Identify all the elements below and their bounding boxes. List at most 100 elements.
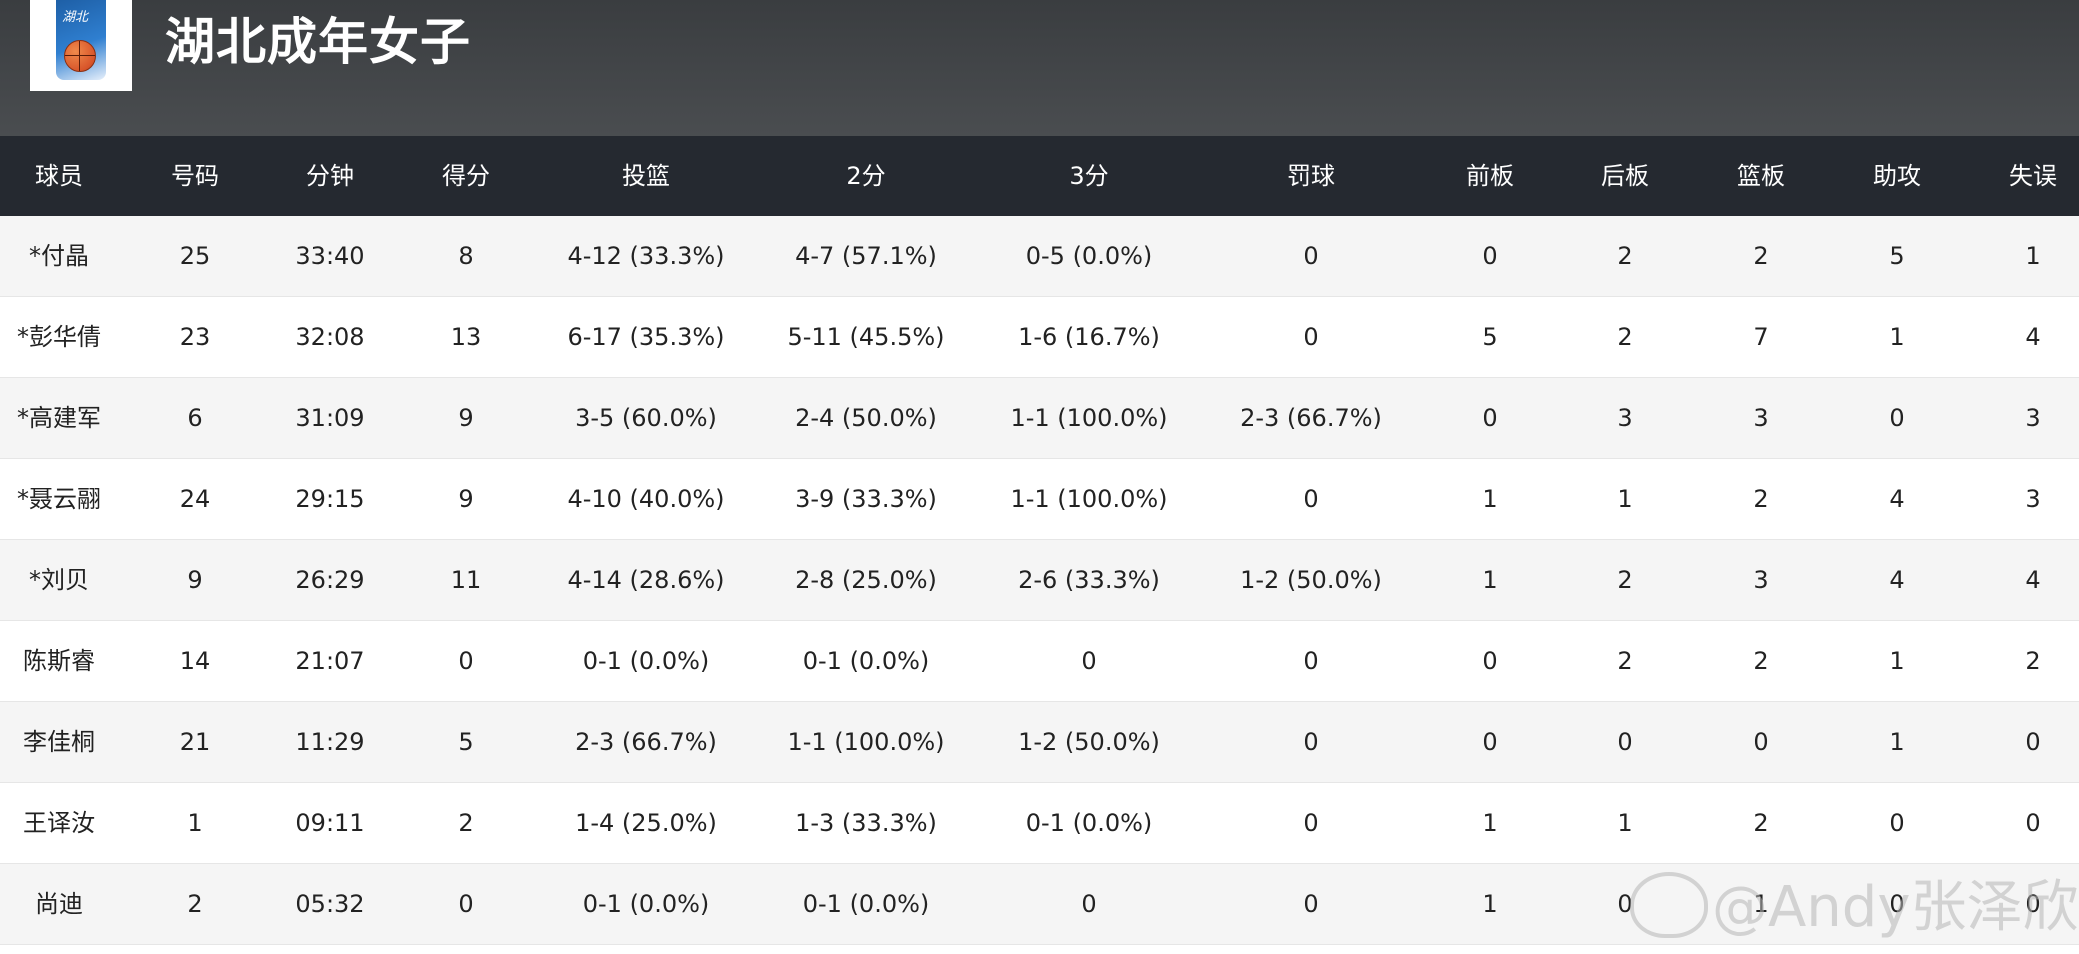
cell-points: 0 <box>458 647 474 675</box>
cell-ft: 1-2 (50.0%) <box>1240 566 1382 594</box>
column-header-player[interactable]: 球员 <box>35 162 83 190</box>
cell-player[interactable]: 李佳桐 <box>23 728 95 756</box>
cell-dreb: 2 <box>1617 566 1633 594</box>
cell-three-pt: 1-1 (100.0%) <box>1010 404 1168 432</box>
cell-fg: 0-1 (0.0%) <box>582 647 710 675</box>
cell-ast: 5 <box>1889 242 1905 270</box>
column-header-ft[interactable]: 罚球 <box>1287 162 1335 190</box>
cell-number: 24 <box>179 485 211 513</box>
cell-ft: 0 <box>1303 809 1319 837</box>
cell-ft: 0 <box>1303 890 1319 918</box>
cell-three-pt: 0-5 (0.0%) <box>1025 242 1153 270</box>
cell-tov: 3 <box>2025 485 2041 513</box>
cell-points: 8 <box>458 242 474 270</box>
logo-card: 湖北 <box>56 0 106 80</box>
column-header-fg[interactable]: 投篮 <box>622 162 670 190</box>
cell-ft: 0 <box>1303 485 1319 513</box>
column-header-oreb[interactable]: 前板 <box>1466 162 1514 190</box>
cell-ft: 0 <box>1303 323 1319 351</box>
team-banner: 湖北 湖北成年女子 <box>0 0 2079 136</box>
cell-minutes: 32:08 <box>295 323 365 351</box>
cell-dreb: 3 <box>1617 404 1633 432</box>
cell-oreb: 5 <box>1482 323 1498 351</box>
cell-dreb: 0 <box>1617 728 1633 756</box>
cell-two-pt: 0-1 (0.0%) <box>802 890 930 918</box>
table-row: 李佳桐 21 11:29 5 2-3 (66.7%) 1-1 (100.0%) 1-2 (5… <box>0 702 2079 783</box>
cell-reb: 7 <box>1753 323 1769 351</box>
table-row: *聂云翮 24 29:15 9 4-10 (40.0%) 3-9 (33.3%) 1-1 (… <box>0 459 2079 540</box>
cell-fg: 4-14 (28.6%) <box>567 566 725 594</box>
cell-player[interactable]: *付晶 <box>29 242 89 270</box>
cell-player[interactable]: 尚迪 <box>35 890 83 918</box>
cell-three-pt: 0 <box>1081 647 1097 675</box>
cell-fg: 1-4 (25.0%) <box>575 809 717 837</box>
cell-ast: 4 <box>1889 566 1905 594</box>
cell-oreb: 1 <box>1482 566 1498 594</box>
team-logo: 湖北 <box>30 0 132 91</box>
cell-dreb: 0 <box>1617 890 1633 918</box>
cell-ast: 4 <box>1889 485 1905 513</box>
column-header-tov[interactable]: 失误 <box>2009 162 2057 190</box>
cell-tov: 0 <box>2025 809 2041 837</box>
table-row: 王译汝 1 09:11 2 1-4 (25.0%) 1-3 (33.3%) 0-1 (0.0… <box>0 783 2079 864</box>
cell-three-pt: 1-6 (16.7%) <box>1018 323 1160 351</box>
cell-ast: 1 <box>1889 323 1905 351</box>
cell-tov: 0 <box>2025 890 2041 918</box>
column-header-minutes[interactable]: 分钟 <box>306 162 354 190</box>
cell-fg: 4-10 (40.0%) <box>567 485 725 513</box>
cell-dreb: 1 <box>1617 809 1633 837</box>
cell-player[interactable]: *聂云翮 <box>17 485 101 513</box>
cell-two-pt: 1-3 (33.3%) <box>795 809 937 837</box>
cell-two-pt: 4-7 (57.1%) <box>795 242 937 270</box>
cell-number: 21 <box>179 728 211 756</box>
cell-two-pt: 1-1 (100.0%) <box>787 728 945 756</box>
cell-oreb: 0 <box>1482 647 1498 675</box>
cell-fg: 0-1 (0.0%) <box>582 890 710 918</box>
cell-player[interactable]: *高建军 <box>17 404 101 432</box>
cell-reb: 2 <box>1753 647 1769 675</box>
cell-tov: 2 <box>2025 647 2041 675</box>
cell-minutes: 33:40 <box>295 242 365 270</box>
column-header-reb[interactable]: 篮板 <box>1737 162 1785 190</box>
table-row: 陈斯睿 14 21:07 0 0-1 (0.0%) 0-1 (0.0%) 0 0 0 2 2 1 2 <box>0 621 2079 702</box>
cell-ft: 0 <box>1303 647 1319 675</box>
cell-number: 6 <box>187 404 203 432</box>
cell-player[interactable]: 王译汝 <box>23 809 95 837</box>
table-row: 尚迪 2 05:32 0 0-1 (0.0%) 0-1 (0.0%) 0 0 1 0 1 0 0 <box>0 864 2079 945</box>
column-header-number[interactable]: 号码 <box>171 162 219 190</box>
cell-player[interactable]: *刘贝 <box>29 566 89 594</box>
cell-tov: 4 <box>2025 566 2041 594</box>
cell-minutes: 21:07 <box>295 647 365 675</box>
cell-tov: 4 <box>2025 323 2041 351</box>
team-title: 湖北成年女子 <box>165 13 471 71</box>
column-header-three-pt[interactable]: 3分 <box>1069 162 1109 190</box>
cell-player[interactable]: 陈斯睿 <box>23 647 95 675</box>
cell-player[interactable]: *彭华倩 <box>17 323 101 351</box>
cell-oreb: 0 <box>1482 404 1498 432</box>
cell-fg: 6-17 (35.3%) <box>567 323 725 351</box>
cell-three-pt: 0-1 (0.0%) <box>1025 809 1153 837</box>
cell-number: 14 <box>179 647 211 675</box>
cell-tov: 1 <box>2025 242 2041 270</box>
cell-three-pt: 0 <box>1081 890 1097 918</box>
cell-two-pt: 2-4 (50.0%) <box>795 404 937 432</box>
cell-points: 13 <box>450 323 482 351</box>
logo-text: 湖北 <box>62 10 89 25</box>
basketball-icon <box>64 40 96 72</box>
table-row: *刘贝 9 26:29 11 4-14 (28.6%) 2-8 (25.0%) 2-6 (3… <box>0 540 2079 621</box>
column-header-dreb[interactable]: 后板 <box>1601 162 1649 190</box>
cell-three-pt: 1-1 (100.0%) <box>1010 485 1168 513</box>
cell-reb: 3 <box>1753 404 1769 432</box>
table-row: *付晶 25 33:40 8 4-12 (33.3%) 4-7 (57.1%) 0-5 (0… <box>0 216 2079 297</box>
column-header-two-pt[interactable]: 2分 <box>846 162 886 190</box>
cell-reb: 0 <box>1753 728 1769 756</box>
cell-three-pt: 2-6 (33.3%) <box>1018 566 1160 594</box>
cell-points: 11 <box>450 566 482 594</box>
column-header-ast[interactable]: 助攻 <box>1873 162 1921 190</box>
cell-fg: 2-3 (66.7%) <box>575 728 717 756</box>
cell-ast: 0 <box>1889 404 1905 432</box>
column-header-points[interactable]: 得分 <box>442 162 490 190</box>
cell-number: 2 <box>187 890 203 918</box>
cell-oreb: 1 <box>1482 809 1498 837</box>
cell-fg: 4-12 (33.3%) <box>567 242 725 270</box>
